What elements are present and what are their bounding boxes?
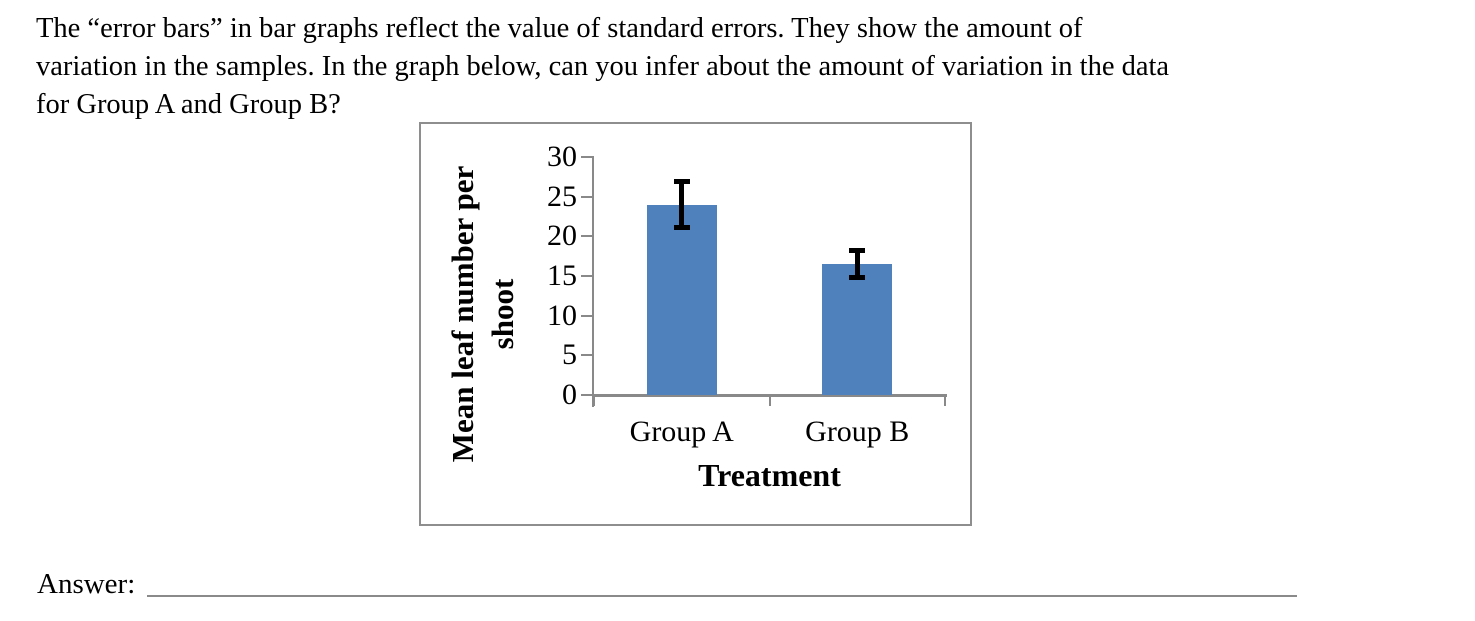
error-bar-cap-bottom-group-b [849, 274, 866, 280]
answer-blank-line[interactable] [147, 595, 1297, 597]
question-line-2: variation in the samples. In the graph b… [36, 51, 1170, 82]
y-tick-label-0: 0 [562, 378, 577, 411]
y-tick-15 [581, 275, 594, 277]
y-tick-label-30: 30 [547, 140, 577, 173]
error-bar-line-group-a [679, 179, 685, 230]
error-bar-cap-top-group-a [673, 179, 690, 185]
error-bar-cap-top-group-b [849, 248, 866, 254]
y-tick-label-20: 20 [547, 219, 577, 253]
y-tick-5 [581, 354, 594, 357]
y-tick-20 [581, 235, 594, 238]
y-tick-label-15: 15 [547, 259, 577, 292]
question-text: The “error bars” in bar graphs reflect t… [36, 10, 1169, 124]
category-label-group-a: Group A [629, 415, 734, 448]
y-axis-title-text: Mean leaf number per shoot [443, 146, 523, 482]
y-axis-line [592, 157, 594, 407]
y-axis-title-line-1: Mean leaf number per [445, 165, 480, 463]
y-tick-label-5: 5 [562, 338, 577, 372]
x-tick-1 [768, 395, 771, 406]
error-bar-line-group-b [854, 248, 860, 280]
x-axis-title: Treatment [698, 457, 841, 493]
question-line-3: for Group A and Group B? [36, 89, 341, 120]
category-label-group-b: Group B [805, 415, 910, 448]
bar-group-b [822, 264, 893, 395]
y-tick-25 [581, 195, 594, 198]
error-bar-cap-bottom-group-a [673, 224, 690, 230]
question-line-1: The “error bars” in bar graphs reflect t… [36, 13, 1083, 44]
x-tick-2 [944, 395, 946, 406]
y-tick-30 [581, 156, 594, 158]
y-tick-10 [581, 314, 594, 317]
y-tick-label-25: 25 [547, 179, 577, 213]
bar-group-a [646, 204, 717, 395]
y-tick-0 [581, 394, 594, 396]
y-tick-label-10: 10 [547, 298, 577, 332]
bar-chart: Mean leaf number per shoot Treatment 0 5 1… [419, 122, 972, 526]
answer-label: Answer: [37, 568, 136, 600]
x-tick-0 [593, 395, 595, 406]
